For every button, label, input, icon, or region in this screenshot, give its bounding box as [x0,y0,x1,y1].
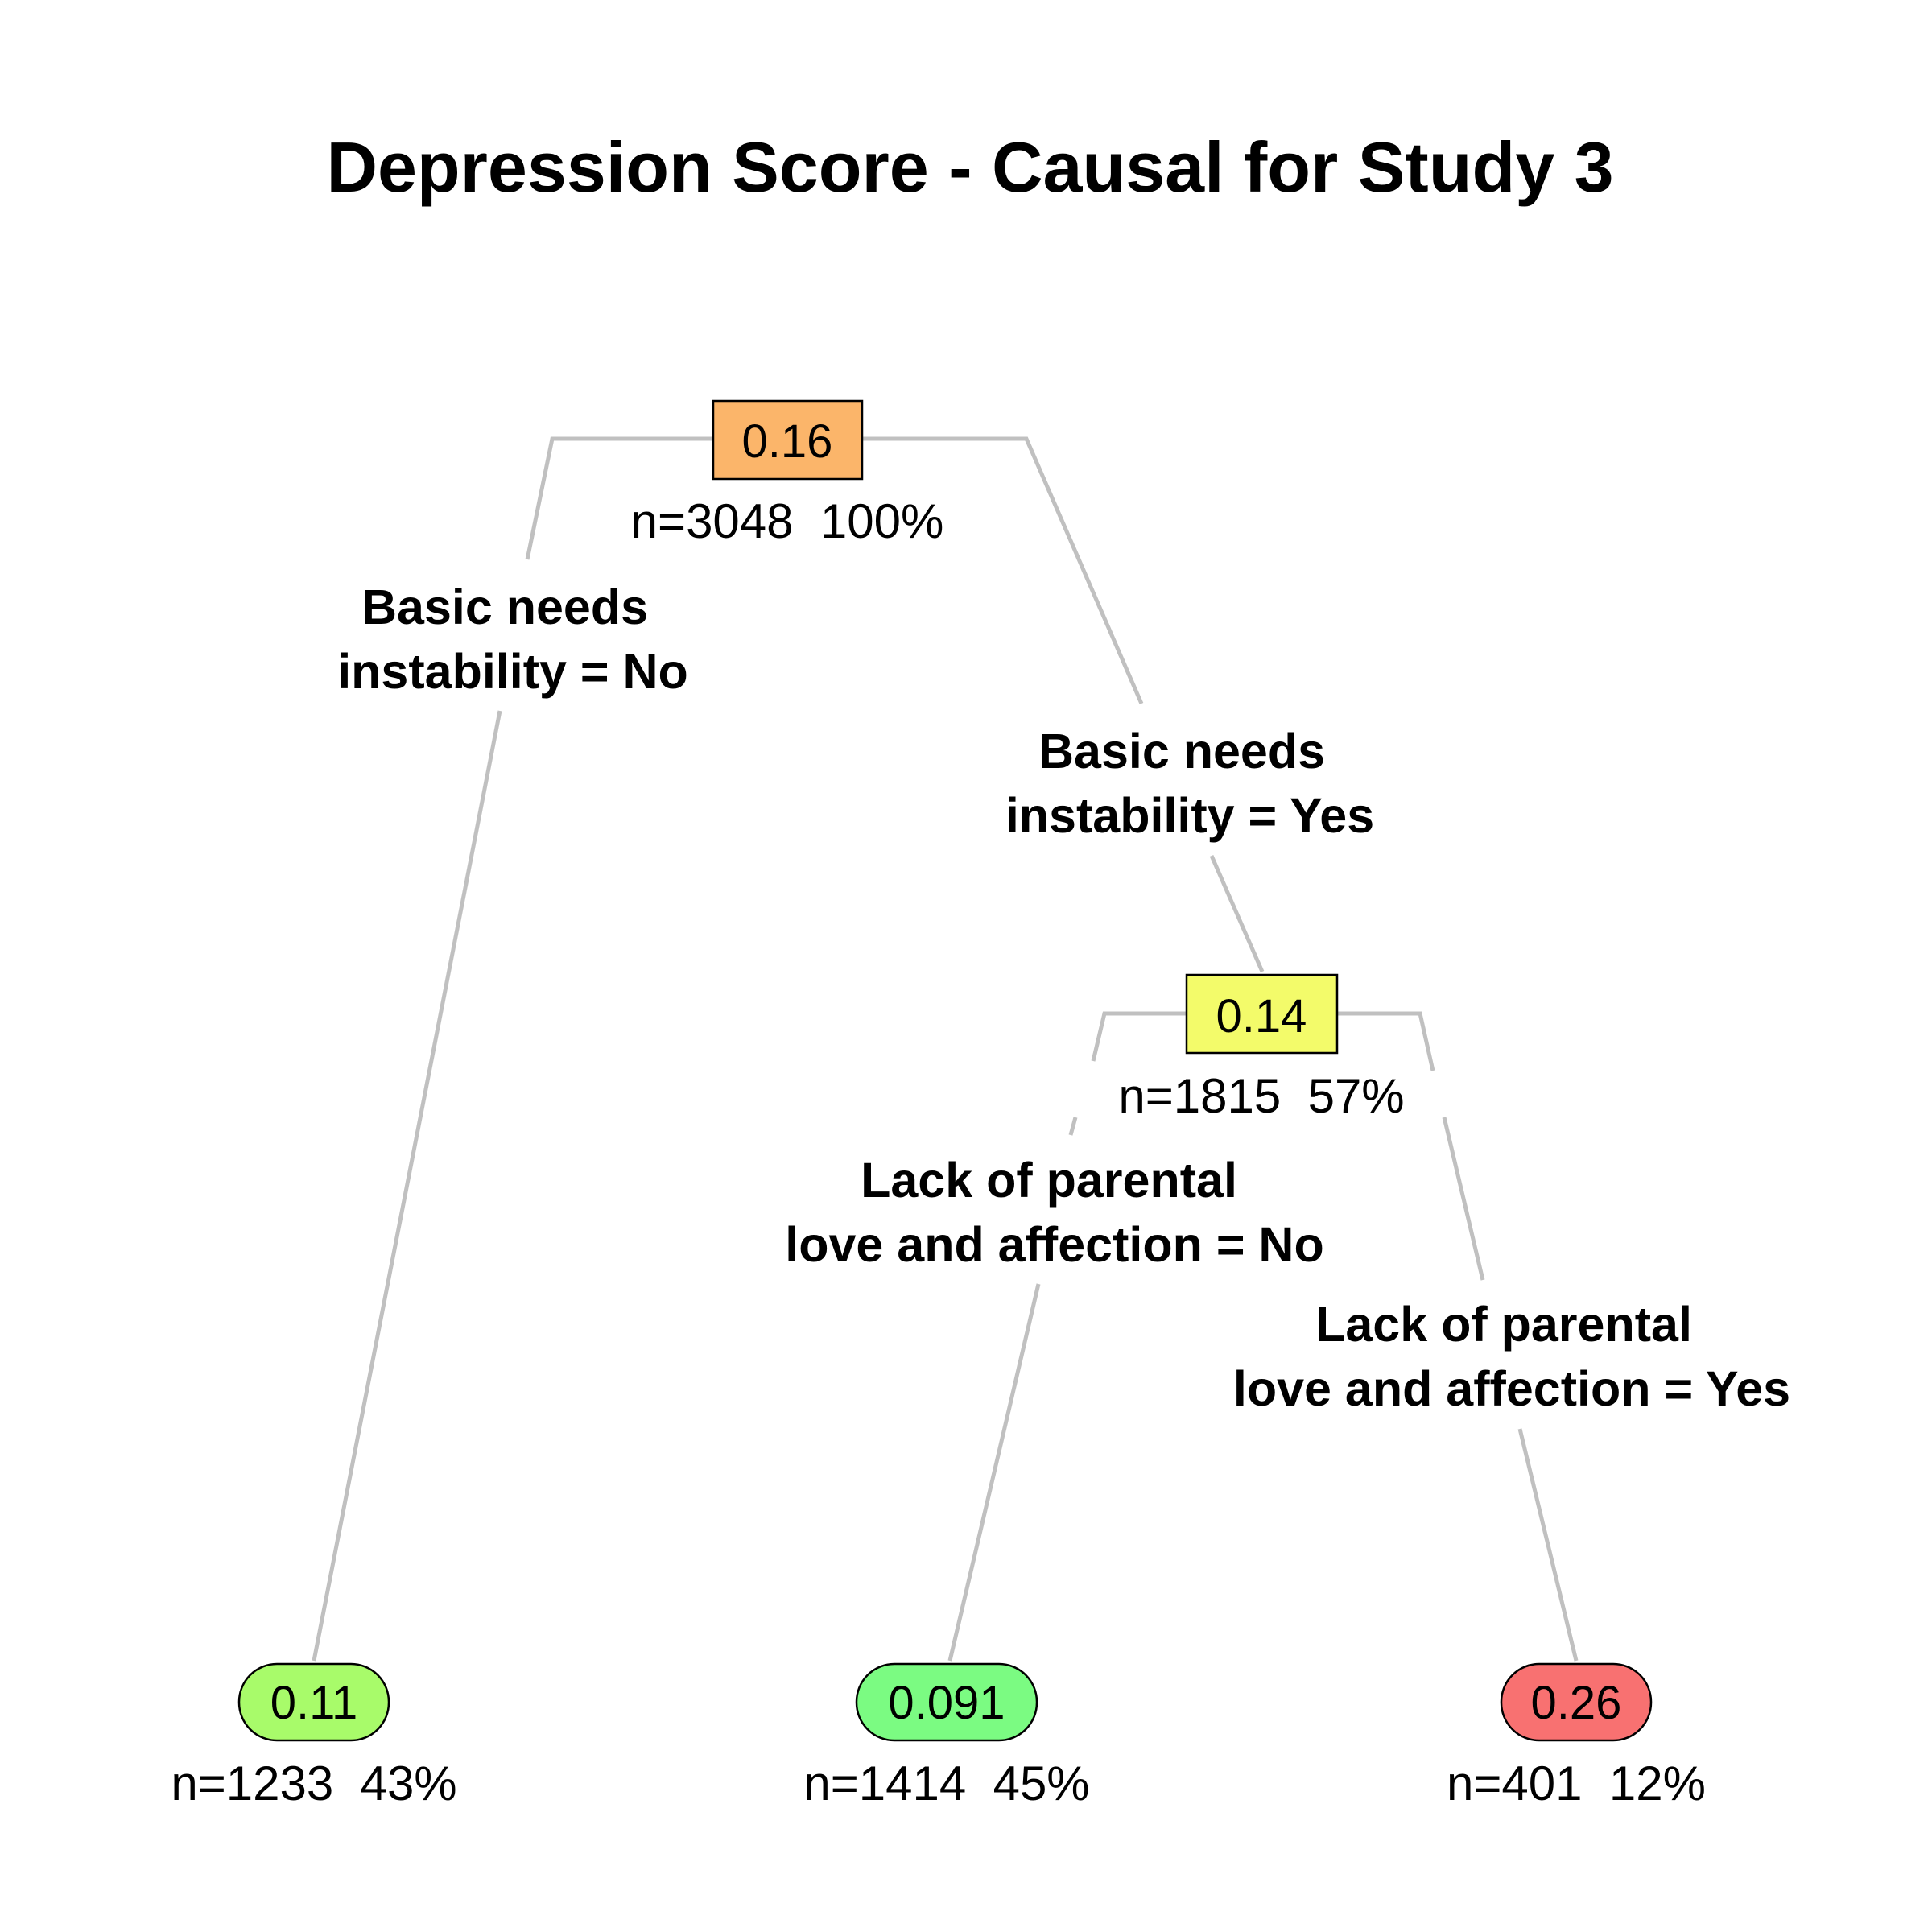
leaf-info-2: n=1414 45% [803,1757,1089,1810]
edge-mid-left [947,1011,1187,1662]
split-label-line2: love and affection = Yes [1233,1361,1790,1416]
leaf-value-2: 0.091 [888,1677,1005,1729]
split-label-mid-right: Lack of parental love and affection = Ye… [1233,1297,1790,1416]
leaf-box-3 [1500,1662,1653,1742]
split-label-line1: Basic needs [1038,724,1325,778]
edge-root-left [312,436,713,1662]
leaf-box-1 [237,1662,390,1742]
split-label-line1: Lack of parental [1315,1297,1692,1352]
split-label-line1: Lack of parental [861,1153,1237,1208]
tree-node-mid: 0.14 n=1815 57% [1118,973,1405,1123]
leaf-box-2 [855,1662,1038,1742]
split-label-line2: love and affection = No [785,1217,1323,1272]
tree-leaf-3: 0.26 n=401 12% [1447,1662,1706,1810]
split-label-line1: Basic needs [361,580,648,634]
tree-leaf-2: 0.091 n=1414 45% [803,1662,1090,1810]
split-label-root-right: Basic needs instability = Yes [1005,724,1374,843]
split-label-line2: instability = No [337,644,688,699]
diagram-title: Depression Score - Causal for Study 3 [326,127,1613,207]
edge-root-right [862,436,1265,973]
tree-node-root: 0.16 n=3048 100% [631,399,944,548]
node-info-mid: n=1815 57% [1118,1069,1404,1123]
leaf-value-3: 0.26 [1531,1677,1622,1729]
split-label-root-left: Basic needs instability = No [337,580,688,699]
leaf-info-3: n=401 12% [1447,1757,1706,1810]
leaf-info-1: n=1233 43% [171,1757,456,1810]
node-box-mid [1185,973,1339,1055]
leaf-value-1: 0.11 [270,1677,358,1729]
tree-leaf-1: 0.11 n=1233 43% [171,1662,457,1810]
node-value-mid: 0.14 [1216,990,1307,1042]
split-label-mid-left: Lack of parental love and affection = No [785,1153,1323,1272]
node-info-root: n=3048 100% [631,494,944,548]
node-value-root: 0.16 [742,415,833,468]
edge-mid-right [1337,1011,1579,1662]
node-box-root [712,399,864,481]
split-label-line2: instability = Yes [1005,788,1374,843]
